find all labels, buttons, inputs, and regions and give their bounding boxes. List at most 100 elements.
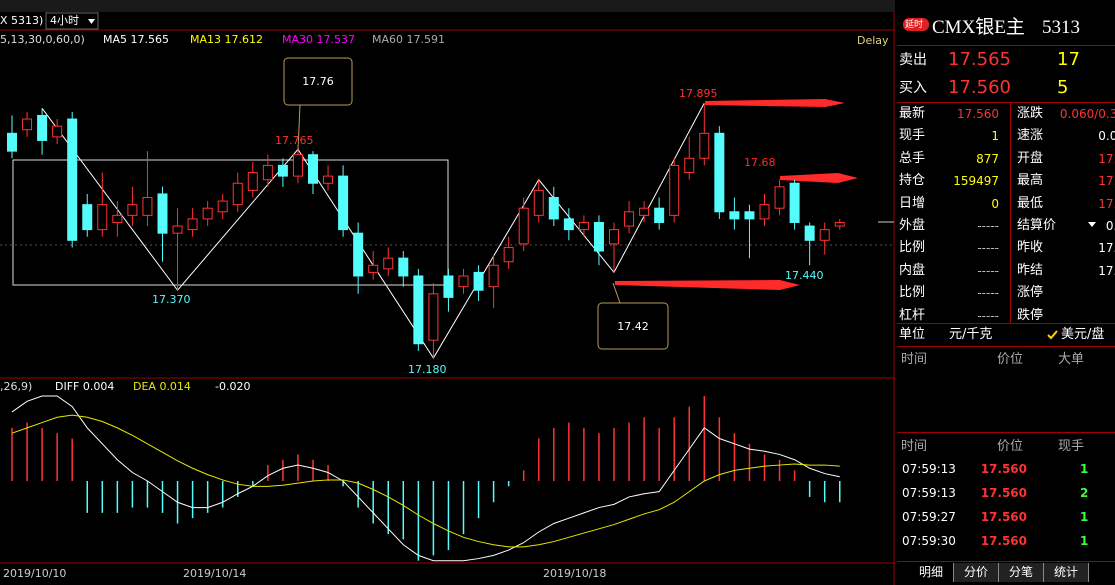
tab[interactable]: 统计 xyxy=(1044,563,1089,582)
candle-body xyxy=(127,204,138,216)
check-icon[interactable] xyxy=(1047,330,1059,340)
candle-body xyxy=(157,193,168,234)
legend-entry: -0.020 xyxy=(215,380,250,393)
annotation: 17.440 xyxy=(785,269,824,282)
arrow xyxy=(615,280,800,290)
dropdown-icon[interactable] xyxy=(1088,221,1098,229)
candle-body xyxy=(548,197,559,220)
period-box[interactable] xyxy=(45,12,99,30)
stat-value: 17.5 xyxy=(1098,151,1115,166)
tab[interactable]: 明细 xyxy=(909,563,954,582)
column-header: 价位 xyxy=(997,439,1024,454)
x-tick-label: 2019/10/10 xyxy=(3,567,66,580)
candle-body xyxy=(789,182,800,223)
candle-body xyxy=(804,225,815,241)
stat-label: 开盘 xyxy=(1017,150,1044,166)
separator xyxy=(897,432,1115,433)
candle-body xyxy=(187,218,198,231)
candle-body xyxy=(714,132,725,213)
stat-label: 跌停 xyxy=(1017,307,1044,323)
separator xyxy=(897,102,1115,103)
candle-body xyxy=(232,182,243,206)
separator xyxy=(897,323,1115,324)
symbol-label: X 5313) xyxy=(0,14,43,27)
candle-body xyxy=(669,164,680,216)
candle-body xyxy=(578,221,589,231)
instrument-code: 5313 xyxy=(1042,17,1080,38)
stat-label: 速涨 xyxy=(1017,128,1044,144)
stat-value: 877 xyxy=(976,151,999,166)
annotation: 17.765 xyxy=(275,134,314,147)
candle-body xyxy=(277,164,288,177)
arrow xyxy=(780,173,858,183)
candle-body xyxy=(533,189,544,216)
legend-entry: 5,13,30,0,60,0) xyxy=(0,33,85,46)
quote-price: 17.560 xyxy=(948,77,1011,98)
unit-option[interactable]: 元/千克 xyxy=(949,327,993,342)
stat-value: 1 xyxy=(991,129,999,144)
stat-label: 内盘 xyxy=(899,262,926,278)
candle-body xyxy=(97,204,108,231)
check-mark xyxy=(1047,330,1058,340)
x-tick-label: 2019/10/14 xyxy=(183,567,246,580)
candle-body xyxy=(22,118,33,131)
candle-body xyxy=(52,125,63,138)
candle-body xyxy=(308,154,318,184)
trade-price: 17.560 xyxy=(980,510,1027,524)
candle-body xyxy=(488,264,499,288)
range-box xyxy=(12,159,449,286)
candle-body xyxy=(383,257,394,270)
stat-value: 17.5 xyxy=(1098,196,1115,211)
stat-label: 涨停 xyxy=(1017,285,1044,301)
instrument-title: CMX银E主 xyxy=(932,17,1025,38)
stat-label: 外盘 xyxy=(899,218,926,233)
candle-body xyxy=(624,211,635,227)
stat-label: 总手 xyxy=(899,150,926,166)
indicator-params: ,26,9) xyxy=(0,380,32,393)
dropdown-icon[interactable] xyxy=(88,19,95,24)
badge: 延时 xyxy=(905,20,924,30)
legend-entry: MA30 17.537 xyxy=(282,33,355,46)
trade-qty: 1 xyxy=(1080,510,1089,524)
stat-value: ----- xyxy=(977,219,999,233)
trade-time: 07:59:30 xyxy=(902,534,956,548)
annotation: 17.370 xyxy=(152,293,191,306)
trade-price: 17.560 xyxy=(980,534,1027,548)
annotation: 17.42 xyxy=(617,320,649,333)
candle-body xyxy=(398,257,409,277)
annotation: 17.895 xyxy=(679,87,718,100)
candle-body xyxy=(834,221,845,227)
tab[interactable]: 分笔 xyxy=(999,563,1044,582)
candle-body xyxy=(458,275,469,288)
stat-label: 最高 xyxy=(1017,173,1044,189)
candle-body xyxy=(744,211,755,220)
legend-entry: DEA 0.014 xyxy=(133,380,191,393)
unit-label: 单位 xyxy=(899,327,926,342)
candle-body xyxy=(443,275,454,298)
unit-option[interactable]: 美元/盘 xyxy=(1061,327,1105,342)
stat-label: 杠杆 xyxy=(899,307,926,323)
stat-value: ----- xyxy=(977,241,999,256)
trade-price: 17.560 xyxy=(980,486,1027,500)
candle-body xyxy=(112,214,123,223)
callout-box xyxy=(597,302,669,350)
candle-body xyxy=(503,246,514,263)
stat-value: ----- xyxy=(977,286,999,301)
candle-body xyxy=(699,132,710,159)
stat-value: 0.060/0.34 xyxy=(1059,107,1115,121)
tab[interactable]: 分价 xyxy=(954,563,999,582)
candle-body xyxy=(172,225,183,234)
candle-body xyxy=(518,207,529,245)
period-label: 4小时 xyxy=(50,14,79,27)
candle-body xyxy=(473,271,484,291)
candle-body xyxy=(262,164,273,181)
stat-value: 159497 xyxy=(953,174,999,189)
delay-label: Delay xyxy=(857,34,889,47)
column-header: 价位 xyxy=(997,352,1024,367)
stat-label: 持仓 xyxy=(899,173,926,189)
candle-body xyxy=(729,211,740,220)
candle-body xyxy=(639,207,650,216)
x-tick-label: 2019/10/18 xyxy=(543,567,606,580)
candle-body xyxy=(37,114,48,141)
trade-qty: 1 xyxy=(1080,462,1089,476)
